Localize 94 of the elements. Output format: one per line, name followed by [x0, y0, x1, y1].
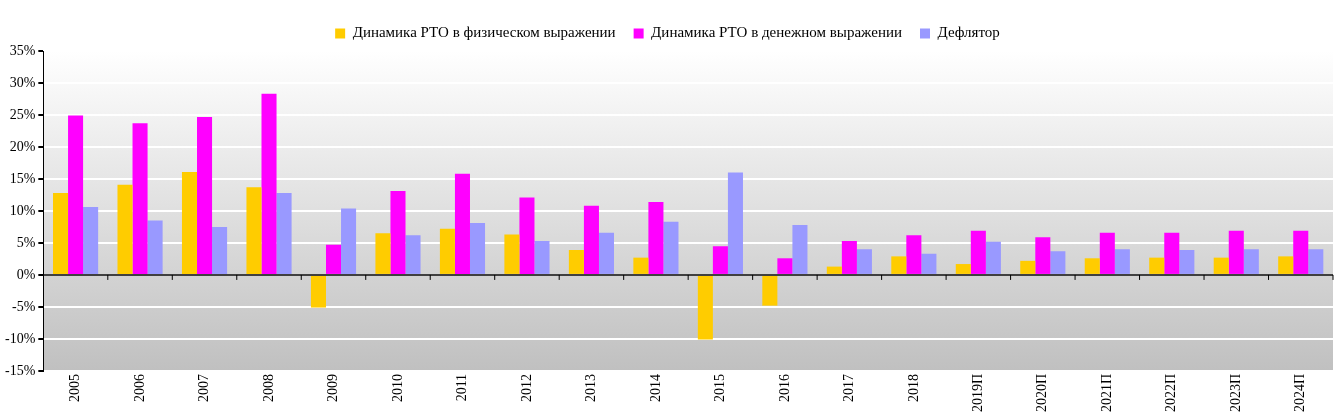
bar	[955, 264, 971, 274]
bar	[68, 115, 84, 274]
bar	[1164, 232, 1180, 274]
bar	[568, 249, 584, 274]
y-tick-label: 35%	[9, 42, 36, 58]
bar	[53, 193, 69, 274]
bar	[777, 258, 793, 274]
bar	[469, 223, 486, 274]
bar	[1179, 249, 1195, 274]
bar	[906, 235, 922, 274]
legend-label: Дефлятор	[937, 24, 1000, 41]
bar	[1308, 249, 1324, 274]
y-tick-label: -5%	[12, 298, 36, 314]
bar	[598, 232, 615, 274]
x-tick-label: 2015	[712, 373, 728, 402]
legend-label: Динамика РТО в денежном выражении	[651, 24, 903, 41]
bar	[648, 201, 664, 274]
bar	[856, 249, 872, 274]
bar	[1228, 230, 1244, 274]
bar	[1213, 257, 1229, 274]
x-tick-label: 2022П	[1163, 373, 1179, 413]
y-tick-label: 0%	[16, 266, 36, 282]
y-tick-label: 30%	[9, 74, 36, 90]
y-tick-label: -10%	[5, 330, 36, 346]
x-tick-label: 2008	[260, 373, 276, 402]
x-tick-label: 2007	[196, 373, 212, 402]
bar	[583, 205, 599, 274]
bar	[181, 171, 198, 274]
bar	[921, 253, 937, 274]
bar	[117, 184, 133, 274]
bar	[1084, 258, 1100, 274]
bar	[891, 256, 907, 274]
bar	[197, 116, 213, 274]
legend-label: Динамика РТО в физическом выражении	[352, 24, 616, 41]
x-tick-label: 2021П	[1098, 373, 1114, 413]
bar	[325, 244, 342, 274]
x-tick-label: 2013	[583, 373, 599, 402]
x-tick-label: 2010	[389, 373, 405, 402]
bar	[390, 191, 406, 274]
bar	[762, 275, 778, 306]
bar	[261, 93, 277, 274]
y-tick-label: -15%	[5, 362, 36, 378]
bar	[519, 197, 535, 274]
bar	[534, 241, 550, 274]
y-tick-label: 10%	[9, 202, 36, 218]
x-tick-label: 2024П	[1292, 373, 1308, 413]
x-tick-label: 2006	[131, 373, 147, 402]
x-tick-label: 2016	[776, 373, 792, 402]
bar	[970, 230, 986, 274]
bar	[712, 246, 728, 274]
bar	[310, 275, 326, 308]
bar	[633, 257, 649, 274]
bar	[1050, 251, 1066, 274]
x-tick-label: 2014	[647, 373, 663, 402]
bar	[841, 241, 857, 274]
bar	[663, 221, 679, 274]
bar	[826, 266, 842, 274]
y-tick-label: 20%	[9, 138, 36, 154]
bar	[341, 208, 357, 274]
bar	[1149, 257, 1165, 274]
bar	[697, 275, 713, 340]
bar	[1278, 256, 1294, 274]
bar	[83, 207, 99, 274]
x-tick-label: 2023П	[1227, 373, 1243, 413]
bar	[1293, 230, 1309, 274]
x-tick-label: 2017	[841, 373, 857, 402]
bar	[985, 241, 1001, 274]
bar	[1099, 232, 1115, 274]
bar	[1035, 237, 1051, 274]
y-tick-label: 5%	[16, 234, 36, 250]
y-tick-label: 25%	[9, 106, 36, 122]
bar	[504, 234, 520, 274]
x-tick-label: 2012	[518, 373, 534, 402]
x-tick-label: 2018	[905, 373, 921, 402]
x-tick-label: 2005	[67, 373, 83, 402]
bar	[1114, 249, 1130, 274]
bar	[132, 123, 148, 274]
bar	[454, 173, 470, 274]
bar	[792, 225, 808, 274]
bar	[727, 172, 743, 274]
bar	[246, 187, 262, 274]
x-tick-label: 2011	[454, 373, 470, 402]
bar	[212, 226, 228, 274]
bar	[147, 220, 163, 274]
bar	[1020, 260, 1036, 274]
x-tick-label: 2009	[325, 373, 341, 402]
bar	[375, 233, 391, 274]
bar	[1243, 249, 1259, 274]
x-tick-label: 2019П	[970, 373, 986, 413]
y-tick-label: 15%	[9, 170, 36, 186]
bar	[276, 193, 292, 274]
bar	[439, 228, 455, 274]
x-tick-label: 2020П	[1034, 373, 1050, 413]
bar	[405, 235, 421, 274]
